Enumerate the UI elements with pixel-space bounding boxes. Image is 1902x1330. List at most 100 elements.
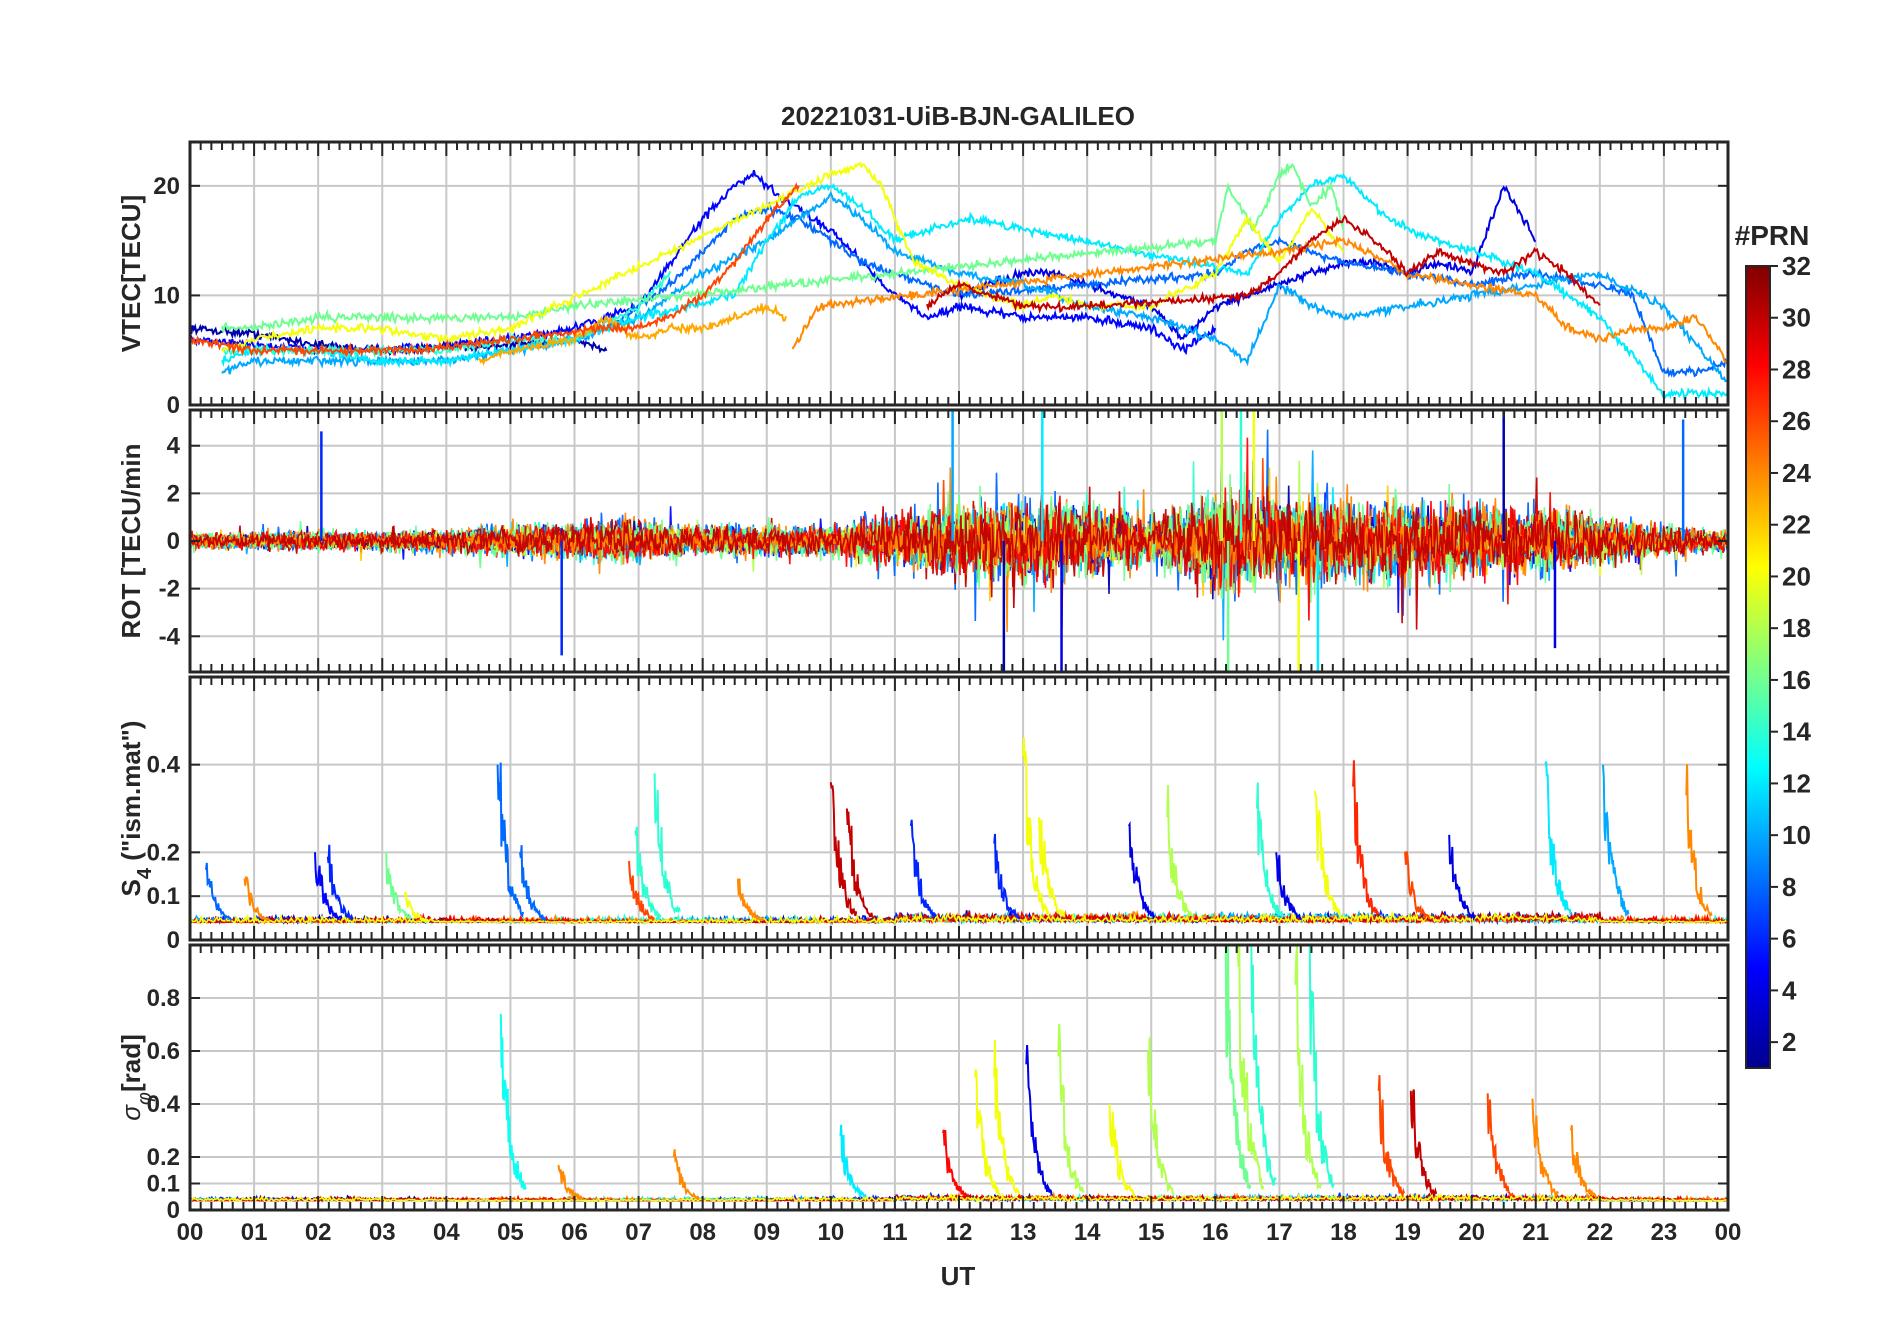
colorbar-tick-label: 24	[1782, 458, 1811, 488]
colorbar-tick-label: 30	[1782, 303, 1811, 333]
x-tick-labels: 00 01 02 03 04 05 06 07 08 09 10 11 12 13 14 15 16 17 18 19…	[177, 1219, 1742, 1246]
y-tick-label: 0.1	[147, 883, 180, 910]
colorbar-tick-label: 16	[1782, 665, 1811, 695]
peak-burst-prn-26	[628, 861, 655, 922]
peak-burst-prn-24	[1570, 1125, 1598, 1199]
colorbar-tick-label: 2	[1782, 1027, 1796, 1057]
peak-burst-prn-12	[1544, 761, 1572, 916]
x-tick-label: 00	[177, 1219, 204, 1246]
peak-burst-prn-4	[1275, 852, 1303, 921]
peak-burst-prn-24	[557, 1164, 585, 1200]
colorbar-tick-label: 32	[1782, 251, 1811, 281]
x-tick-label: 06	[561, 1219, 588, 1246]
y-axis-label-s4: S4 ("ism.mat")	[116, 721, 156, 897]
colorbar-tick-label: 8	[1782, 872, 1796, 902]
y-tick-label: -2	[159, 576, 180, 603]
grid-sigma_phi	[190, 945, 1728, 1210]
colorbar-tick-label: 10	[1782, 820, 1811, 850]
peak-burst-prn-20	[1022, 737, 1050, 917]
peak-burst-prn-8	[519, 845, 547, 922]
peak-burst-prn-12	[839, 1124, 867, 1199]
y-tick-labels-vtec: 0 10 20	[153, 173, 1728, 419]
peak-burst-prn-8	[496, 762, 524, 918]
peak-burst-prn-18	[1147, 1037, 1175, 1196]
peak-burst-prn-8	[205, 862, 233, 921]
series-line-prn-30	[190, 486, 1728, 624]
peak-burst-prn-20	[974, 1069, 1001, 1197]
colorbar-gradient	[1745, 265, 1771, 1069]
panel-rot: -4 -2 0 2 4 ROT [TECU/min	[116, 408, 1730, 674]
peak-burst-prn-14	[634, 826, 662, 921]
x-tick-label: 18	[1330, 1219, 1357, 1246]
peak-burst-prn-5	[314, 852, 341, 922]
y-tick-label: 0	[167, 1197, 180, 1224]
peak-burst-prn-20	[993, 1039, 1021, 1195]
peak-burst-prn-6	[326, 844, 354, 921]
minor-ticks-rot	[189, 410, 1729, 672]
x-tick-label: 00	[1715, 1219, 1742, 1246]
peak-burst-prn-4	[1127, 820, 1156, 920]
x-tick-label: 16	[1202, 1219, 1229, 1246]
y-tick-label: 0.4	[147, 752, 181, 779]
colorbar-tick-label: 28	[1782, 354, 1811, 384]
colorbar-tick-label: 6	[1782, 924, 1796, 954]
colorbar-title: #PRN	[1735, 220, 1810, 251]
colorbar-tick-label: 18	[1782, 613, 1811, 643]
x-tick-label: 22	[1586, 1219, 1613, 1246]
y-tick-label: 20	[153, 173, 180, 200]
y-tick-label: 2	[167, 480, 180, 507]
x-tick-label: 23	[1651, 1219, 1678, 1246]
peak-burst-prn-24	[1531, 1098, 1559, 1198]
peak-burst-prn-24	[1685, 764, 1713, 918]
y-tick-label: 0.2	[147, 1144, 180, 1171]
x-tick-label: 11	[882, 1219, 907, 1246]
x-tick-label: 19	[1394, 1219, 1421, 1246]
peak-burst-prn-24	[243, 876, 271, 922]
peak-burst-prn-26	[1486, 1093, 1515, 1197]
series-line-prn-12	[221, 172, 1728, 401]
peak-burst-prn-13	[499, 1013, 527, 1190]
peak-burst-prn-18	[1294, 946, 1322, 1191]
y-tick-label: 4	[167, 433, 181, 460]
peak-burst-prn-6	[993, 833, 1021, 920]
y-axis-label-rot: ROT [TECU/min	[116, 444, 146, 639]
peak-burst-prn-16	[1224, 945, 1252, 1189]
x-axis-label: UT	[941, 1261, 976, 1291]
series-line-prn-30	[926, 214, 1601, 315]
y-tick-label: 0	[167, 528, 180, 555]
x-tick-label: 05	[497, 1219, 524, 1246]
series-line-prn-23	[478, 303, 787, 366]
peak-burst-prn-18	[1166, 785, 1194, 917]
colorbar-tick-label: 14	[1782, 717, 1811, 747]
peak-burst-prn-18	[1057, 1023, 1085, 1193]
y-tick-label: 0.2	[147, 839, 180, 866]
plot-area-s4	[190, 737, 1728, 926]
x-tick-label: 21	[1522, 1219, 1549, 1246]
x-tick-label: 08	[689, 1219, 716, 1246]
y-tick-label: 0.6	[147, 1038, 180, 1065]
series-line-prn-26	[190, 182, 800, 359]
colorbar-tick-label: 4	[1782, 975, 1797, 1005]
panel-s4: 0 0.1 0.2 0.4S4 ("ism.mat")	[116, 675, 1730, 954]
x-tick-label: 09	[753, 1219, 780, 1246]
panel-sigma_phi: 00.10.2 0.4 0.6 0.8 σφ[rad]	[116, 943, 1730, 1224]
x-tick-label: 13	[1010, 1219, 1037, 1246]
minor-ticks-vtec	[189, 142, 1729, 405]
grid-s4	[190, 677, 1728, 940]
y-axis-label-vtec: VTEC[TECU]	[116, 195, 146, 352]
peak-burst-prn-20	[1038, 817, 1066, 918]
y-tick-label: 10	[153, 282, 180, 309]
x-tick-label: 01	[241, 1219, 268, 1246]
figure-title: 20221031-UiB-BJN-GALILEO	[781, 101, 1135, 131]
peak-burst-prn-4	[1025, 1044, 1053, 1196]
plot-area-vtec	[190, 161, 1728, 401]
peak-burst-prn-18	[1236, 945, 1265, 1190]
peak-burst-prn-4	[1448, 834, 1476, 921]
peak-burst-prn-24	[672, 1149, 700, 1200]
plot-area-rot	[190, 410, 1728, 672]
x-tick-label: 04	[433, 1219, 460, 1246]
peak-burst-prn-14	[653, 773, 681, 915]
colorbar-tick-label: 22	[1782, 510, 1811, 540]
peak-burst-prn-20	[403, 891, 431, 923]
